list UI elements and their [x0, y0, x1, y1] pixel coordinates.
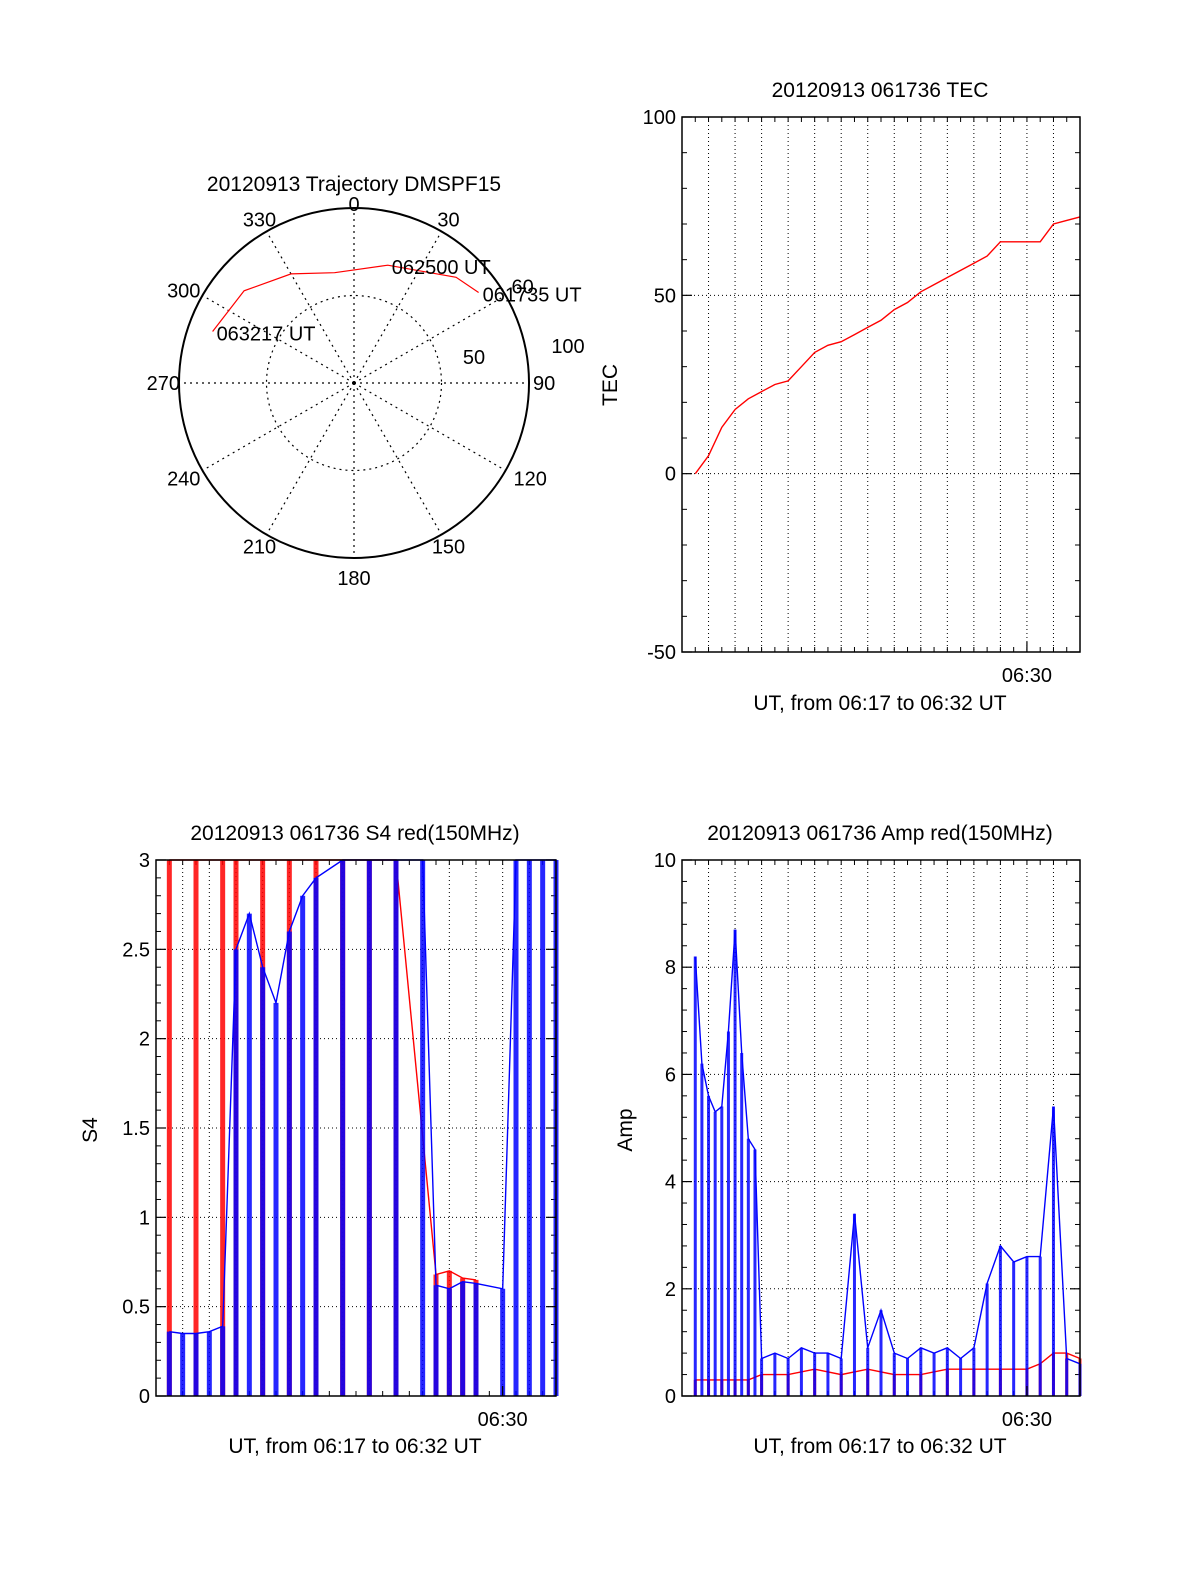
tec-series-0	[694, 216, 1081, 475]
polar-ring-50	[265, 294, 443, 472]
s4-series-1	[169, 859, 556, 1335]
tec-x-axis-label: UT, from 06:17 to 06:32 UT	[753, 692, 1006, 715]
amp-series-0	[695, 1352, 1081, 1381]
polar-grid	[179, 208, 529, 558]
polar-spoke	[265, 382, 355, 535]
polar-angle-label: 210	[243, 537, 276, 559]
trajectory-panel: 20120913 Trajectory DMSPF15 0 30 60 90 120 15…	[147, 173, 585, 590]
polar-spoke	[353, 382, 443, 535]
polar-spoke	[202, 294, 355, 384]
amp-title: 20120913 061736 Amp red(150MHz)	[707, 822, 1053, 845]
polar-radial-label-50: 50	[463, 347, 485, 369]
y-tick-label: 1	[139, 1207, 150, 1229]
polar-angle-label: 180	[337, 568, 370, 590]
amp-axes-frame	[681, 859, 1081, 1397]
polar-spoke	[353, 294, 506, 384]
polar-angle-label: 0	[348, 194, 359, 216]
s4-title: 20120913 061736 S4 red(150MHz)	[190, 822, 519, 845]
polar-outer-circle	[178, 207, 530, 559]
s4-y-axis-label: S4	[79, 1117, 102, 1143]
polar-angle-label: 270	[147, 373, 180, 395]
y-tick-label: 100	[643, 107, 676, 129]
amp-x-axis-label: UT, from 06:17 to 06:32 UT	[753, 1435, 1006, 1458]
polar-spoke	[202, 382, 355, 472]
y-tick-label: 50	[654, 285, 676, 307]
amp-y-axis-label: Amp	[614, 1108, 637, 1151]
polar-spoke	[353, 382, 506, 472]
x-tick-label: 06:30	[1002, 665, 1052, 687]
s4-x-axis-label: UT, from 06:17 to 06:32 UT	[228, 1435, 481, 1458]
trajectory-time-label: 063217 UT	[217, 324, 316, 346]
polar-angle-label: 60	[512, 277, 534, 299]
trajectory-time-label: 061735 UT	[483, 284, 582, 306]
y-tick-label: 2	[665, 1279, 676, 1301]
polar-angle-label: 300	[167, 281, 200, 303]
polar-angle-labels: 0 30 60 90 120 150 180 210 240 270 300 330	[147, 194, 556, 590]
amp-panel: 20120913 061736 Amp red(150MHz) Amp UT, …	[614, 822, 1082, 1458]
y-tick-label: 8	[665, 957, 676, 979]
y-tick-label: -50	[647, 642, 676, 664]
y-tick-label: 0	[139, 1386, 150, 1408]
tec-panel: 20120913 061736 TEC TEC UT, from 06:17 t…	[599, 79, 1081, 715]
s4-series-0	[169, 859, 477, 1281]
polar-angle-label: 30	[437, 209, 459, 231]
tec-title: 20120913 061736 TEC	[772, 79, 989, 102]
y-tick-label: 0	[665, 464, 676, 486]
y-tick-label: 0	[665, 1386, 676, 1408]
y-tick-label: 0.5	[122, 1297, 150, 1319]
tec-y-axis-label: TEC	[599, 364, 622, 406]
amp-series-1	[694, 929, 1081, 1365]
trajectory-title: 20120913 Trajectory DMSPF15	[207, 173, 501, 196]
x-tick-label: 06:30	[478, 1409, 528, 1431]
trajectory-time-label: 062500 UT	[392, 257, 491, 279]
s4-panel: 20120913 061736 S4 red(150MHz) S4 UT, fr…	[79, 822, 559, 1458]
polar-radial-label-100: 100	[551, 336, 584, 358]
y-tick-label: 3	[139, 850, 150, 872]
polar-angle-label: 330	[243, 209, 276, 231]
y-tick-label: 10	[654, 850, 676, 872]
trajectory-track	[212, 264, 479, 332]
polar-spoke	[353, 231, 443, 384]
y-tick-label: 2	[139, 1029, 150, 1051]
polar-angle-label: 90	[533, 373, 555, 395]
polar-spoke	[265, 231, 355, 384]
y-tick-label: 2.5	[122, 939, 150, 961]
tec-axes-frame	[681, 116, 1081, 653]
polar-angle-label: 150	[432, 537, 465, 559]
y-tick-label: 4	[665, 1172, 676, 1194]
y-tick-label: 6	[665, 1064, 676, 1086]
polar-angle-label: 240	[167, 469, 200, 491]
polar-angle-label: 120	[514, 469, 547, 491]
trajectory-annotations: 061735 UT 062500 UT 063217 UT	[217, 257, 582, 345]
y-tick-label: 1.5	[122, 1118, 150, 1140]
x-tick-label: 06:30	[1002, 1409, 1052, 1431]
